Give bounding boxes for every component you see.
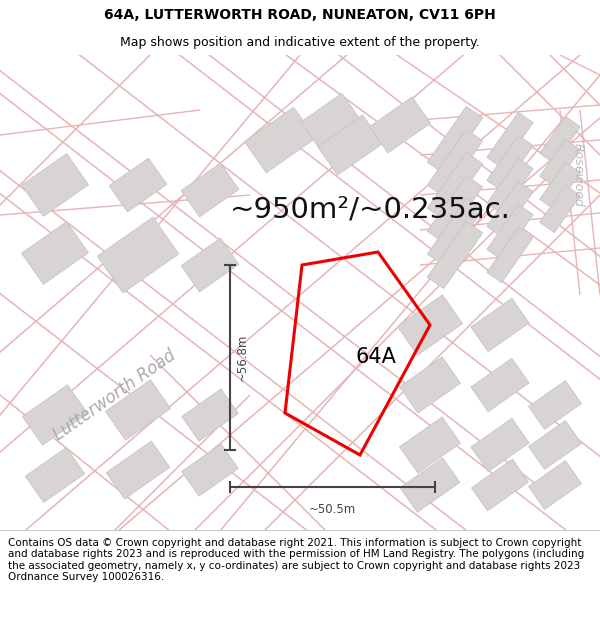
Polygon shape (109, 158, 167, 212)
Polygon shape (317, 115, 383, 175)
Polygon shape (427, 106, 482, 174)
Text: ~950m²/~0.235ac.: ~950m²/~0.235ac. (230, 196, 511, 224)
Polygon shape (400, 458, 460, 512)
Text: ~50.5m: ~50.5m (309, 503, 356, 516)
Polygon shape (22, 154, 88, 216)
Text: 64A: 64A (356, 347, 397, 367)
Polygon shape (397, 295, 463, 355)
Polygon shape (487, 228, 533, 282)
Polygon shape (487, 135, 533, 191)
Polygon shape (487, 112, 533, 168)
Text: Contains OS data © Crown copyright and database right 2021. This information is : Contains OS data © Crown copyright and d… (8, 538, 584, 582)
Text: Rosewood: Rosewood (571, 143, 584, 207)
Polygon shape (487, 204, 533, 260)
Polygon shape (529, 381, 581, 429)
Polygon shape (529, 421, 581, 469)
Polygon shape (471, 358, 529, 412)
Polygon shape (181, 238, 239, 292)
Polygon shape (427, 129, 482, 197)
Polygon shape (400, 357, 460, 413)
Polygon shape (540, 162, 580, 209)
Polygon shape (487, 158, 533, 214)
Polygon shape (22, 222, 88, 284)
Polygon shape (427, 176, 482, 242)
Polygon shape (370, 97, 430, 153)
Polygon shape (400, 417, 460, 473)
Polygon shape (245, 107, 316, 172)
Polygon shape (427, 221, 482, 289)
Polygon shape (106, 380, 170, 440)
Polygon shape (301, 93, 359, 147)
Polygon shape (472, 459, 529, 511)
Text: Lutterworth Road: Lutterworth Road (50, 346, 179, 444)
Polygon shape (22, 385, 88, 445)
Text: 64A, LUTTERWORTH ROAD, NUNEATON, CV11 6PH: 64A, LUTTERWORTH ROAD, NUNEATON, CV11 6P… (104, 8, 496, 22)
Polygon shape (540, 139, 580, 187)
Polygon shape (529, 461, 581, 509)
Polygon shape (181, 163, 239, 217)
Polygon shape (427, 198, 482, 266)
Polygon shape (182, 444, 238, 496)
Polygon shape (540, 116, 580, 164)
Polygon shape (471, 298, 529, 352)
Polygon shape (540, 186, 580, 232)
Polygon shape (487, 181, 533, 237)
Polygon shape (25, 448, 85, 503)
Polygon shape (427, 152, 482, 219)
Polygon shape (471, 418, 529, 472)
Polygon shape (182, 389, 238, 441)
Text: Map shows position and indicative extent of the property.: Map shows position and indicative extent… (120, 36, 480, 49)
Polygon shape (97, 217, 179, 293)
Polygon shape (106, 441, 170, 499)
Text: ~56.8m: ~56.8m (236, 334, 249, 381)
